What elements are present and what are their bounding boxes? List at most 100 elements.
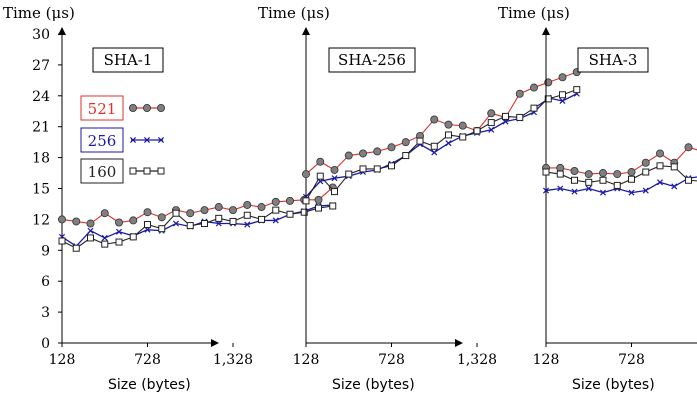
data-point-circle: [556, 163, 565, 172]
x-tick-label: 728: [618, 352, 645, 368]
x-ticks-panel-2: 128 728 1,328: [293, 343, 497, 368]
data-point-square: [656, 162, 664, 170]
legend-entry-256: 256: [80, 127, 165, 153]
data-point-circle: [186, 209, 195, 218]
data-point-circle: [570, 166, 579, 175]
data-point-square: [670, 163, 678, 171]
data-point-square: [129, 167, 137, 175]
y-axis-label-panel-3: Time (μs): [498, 4, 570, 22]
data-point-square: [87, 234, 94, 242]
data-point-square: [599, 176, 607, 184]
x-tick-label: 728: [378, 352, 405, 368]
data-point-square: [316, 172, 324, 180]
data-point-circle: [444, 120, 453, 129]
data-point-circle: [142, 104, 151, 113]
data-point-cross: [557, 185, 564, 192]
data-point-cross: [431, 149, 438, 156]
panel-title-sha256: SHA-256: [338, 51, 406, 69]
legend: 521 256 160: [80, 95, 165, 184]
data-point-circle: [86, 219, 95, 228]
data-point-square: [315, 204, 322, 212]
data-point-circle: [584, 170, 593, 179]
series-group-panel-2: [301, 68, 581, 205]
data-point-square: [201, 220, 208, 228]
data-point-square: [58, 237, 66, 245]
data-point-square: [215, 214, 223, 222]
y-axis-label-panel-1: Time (μs): [3, 4, 75, 22]
x-tick-label: 128: [533, 352, 560, 368]
data-point-circle: [243, 200, 252, 209]
data-point-square: [345, 170, 353, 178]
data-point-cross: [331, 175, 338, 182]
data-point-cross: [445, 140, 452, 147]
series-256: [302, 90, 580, 200]
data-point-square: [516, 113, 524, 121]
data-point-circle: [641, 158, 650, 167]
data-point-circle: [301, 170, 310, 179]
data-point-square: [243, 211, 251, 219]
data-point-circle: [143, 208, 152, 217]
data-point-square: [186, 222, 194, 230]
panel-sha1: Time (μs) 0 3 6 9 12 15 18 21 24 27 30 128 728 1,328…: [3, 4, 337, 393]
panel-title-sha1: SHA-1: [104, 51, 153, 69]
data-point-square: [544, 95, 552, 103]
data-point-circle: [358, 149, 367, 158]
data-point-cross: [115, 228, 123, 235]
y-tick-label: 12: [32, 212, 50, 228]
legend-label-box: [80, 158, 124, 184]
data-point-square: [101, 240, 109, 248]
data-point-circle: [401, 138, 410, 147]
data-point-square: [585, 178, 593, 186]
y-tick-label: 30: [32, 27, 50, 43]
data-point-cross: [244, 221, 251, 228]
data-point-square: [331, 188, 338, 196]
data-point-circle: [684, 143, 693, 152]
data-point-circle: [257, 203, 266, 212]
panel-title-box-sha1: [92, 47, 164, 73]
data-point-circle: [271, 197, 280, 206]
data-point-circle: [157, 213, 166, 222]
data-point-circle: [200, 206, 209, 215]
data-point-square: [258, 215, 265, 223]
series-line-256: [545, 176, 697, 194]
data-point-circle: [344, 151, 353, 160]
data-point-square: [129, 233, 137, 241]
data-point-circle: [115, 218, 124, 227]
data-point-cross: [87, 227, 94, 234]
series-160: [58, 202, 337, 252]
series-group-panel-3: [542, 143, 697, 196]
series-521: [58, 183, 337, 228]
data-point-cross: [656, 179, 664, 186]
y-tick-label: 21: [32, 120, 50, 136]
y-tick-label: 24: [32, 89, 50, 105]
data-point-square: [302, 197, 310, 205]
data-point-cross: [488, 126, 495, 133]
data-point-square: [286, 210, 294, 218]
y-ticks-panel-1: 0 3 6 9 12 15 18 21 24 27 30: [32, 27, 62, 352]
data-point-circle: [613, 170, 622, 179]
data-point-square: [329, 202, 337, 210]
panel-title-box-sha256: [328, 47, 416, 73]
data-point-square: [530, 104, 538, 112]
data-point-cross: [571, 188, 578, 195]
legend-label: 160: [88, 163, 117, 181]
data-point-square: [373, 165, 381, 173]
data-point-cross: [628, 189, 635, 196]
data-point-circle: [458, 121, 467, 130]
data-point-square: [272, 206, 280, 214]
data-point-square: [72, 244, 80, 252]
legend-label: 521: [88, 100, 117, 118]
data-point-cross: [559, 97, 566, 104]
data-point-circle: [627, 168, 636, 177]
data-point-circle: [373, 147, 382, 156]
panel-sha256: Time (μs) 128 728 1,328 Size (bytes) SHA-2…: [258, 4, 581, 393]
data-point-circle: [330, 165, 339, 174]
data-point-circle: [314, 195, 323, 204]
legend-entry-521: 521: [80, 95, 165, 121]
data-point-cross: [585, 185, 592, 192]
data-point-square: [613, 181, 621, 189]
data-point-square: [402, 152, 410, 160]
data-point-cross: [642, 187, 649, 194]
